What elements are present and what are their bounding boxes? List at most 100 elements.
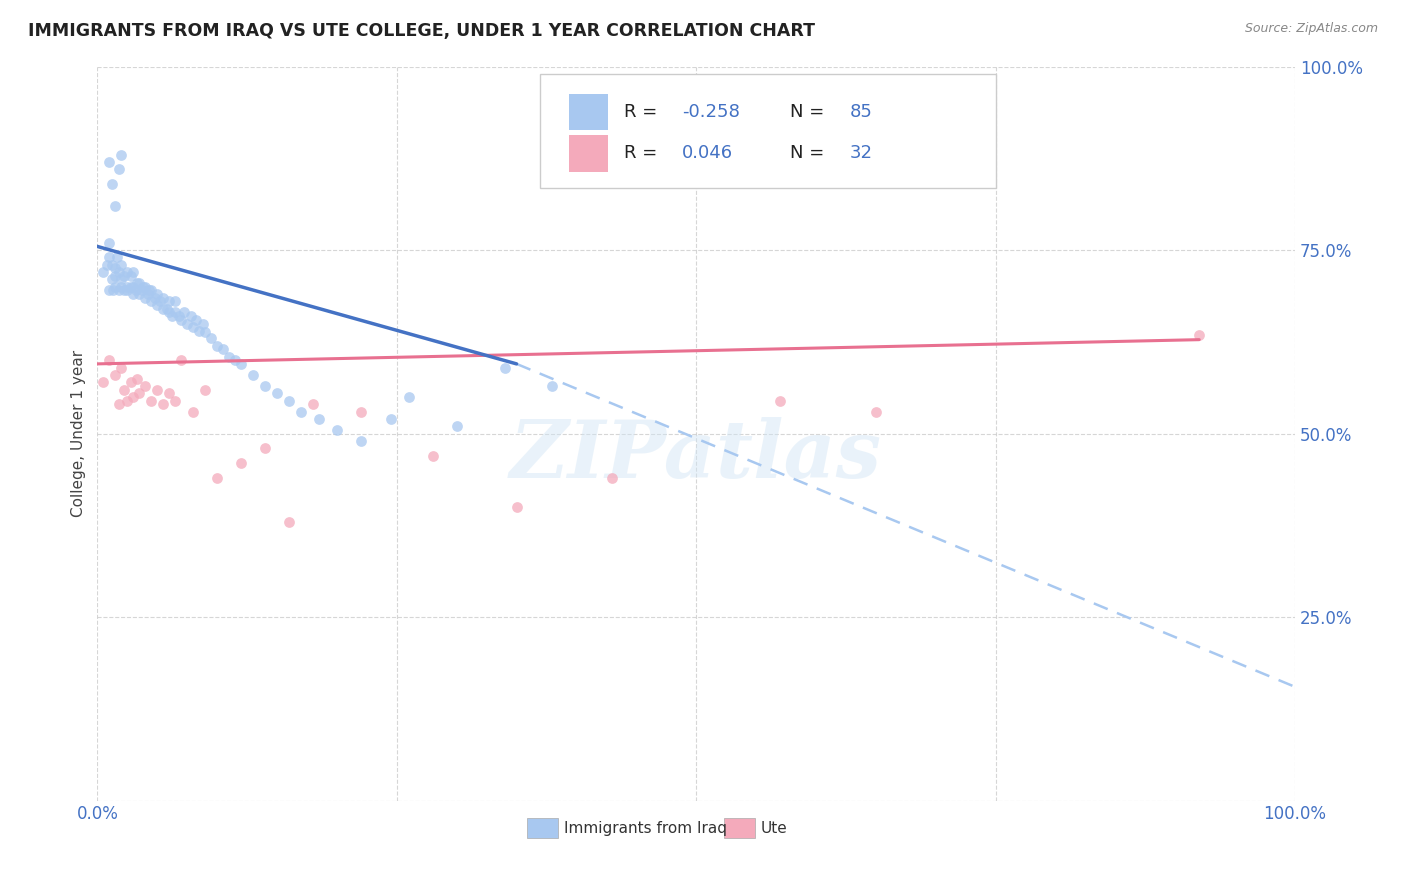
Point: [110, 147, 132, 161]
Point: [380, 412, 402, 426]
Point: [104, 280, 127, 294]
Point: [120, 376, 142, 390]
Point: [132, 280, 155, 294]
Point: [104, 368, 127, 382]
Text: 85: 85: [849, 103, 872, 121]
Point: [98, 235, 121, 250]
Point: [302, 397, 325, 411]
Point: [152, 291, 174, 305]
Point: [152, 397, 174, 411]
Point: [100, 272, 122, 286]
Point: [176, 317, 198, 331]
Point: [290, 404, 312, 418]
Point: [157, 386, 180, 401]
Point: [124, 284, 146, 298]
Point: [308, 412, 330, 426]
Point: [541, 379, 564, 393]
Point: [117, 284, 139, 298]
Point: [117, 280, 139, 294]
Point: [117, 265, 139, 279]
Point: [422, 449, 444, 463]
Point: [141, 294, 163, 309]
Point: [167, 309, 190, 323]
Point: [138, 284, 160, 298]
Point: [120, 280, 142, 294]
Text: N =: N =: [790, 103, 824, 121]
Point: [122, 390, 145, 404]
Point: [446, 419, 468, 434]
Point: [125, 371, 148, 385]
Point: [98, 251, 121, 265]
Text: Ute: Ute: [761, 821, 787, 836]
Point: [350, 404, 373, 418]
Point: [100, 258, 122, 272]
Point: [136, 287, 159, 301]
Text: -0.258: -0.258: [682, 103, 740, 121]
Point: [96, 258, 118, 272]
Point: [188, 324, 211, 338]
Point: [229, 456, 252, 470]
Text: 32: 32: [849, 145, 873, 162]
Point: [1188, 327, 1211, 342]
Point: [181, 320, 204, 334]
Point: [146, 298, 169, 312]
Point: [112, 268, 135, 283]
Point: [120, 268, 142, 283]
Point: [122, 287, 145, 301]
Point: [191, 317, 214, 331]
Point: [104, 261, 127, 276]
Point: [205, 470, 228, 484]
Point: [110, 360, 132, 375]
Point: [104, 268, 127, 283]
Point: [180, 309, 202, 323]
Text: R =: R =: [624, 145, 658, 162]
Text: Source: ZipAtlas.com: Source: ZipAtlas.com: [1244, 22, 1378, 36]
Point: [200, 331, 222, 345]
Point: [131, 284, 153, 298]
Point: [160, 309, 183, 323]
Point: [350, 434, 373, 448]
Text: ZIPatlas: ZIPatlas: [510, 417, 882, 494]
Point: [141, 393, 163, 408]
Point: [104, 199, 127, 213]
Point: [146, 383, 169, 397]
Point: [165, 305, 187, 319]
Point: [170, 313, 193, 327]
Point: [91, 265, 114, 279]
Point: [165, 393, 187, 408]
Point: [326, 423, 349, 437]
Point: [108, 265, 131, 279]
Point: [108, 162, 131, 177]
Point: [91, 376, 114, 390]
Point: [224, 353, 246, 368]
Point: [134, 280, 156, 294]
Point: [173, 305, 195, 319]
Point: [98, 155, 121, 169]
Point: [149, 294, 172, 309]
Point: [157, 305, 180, 319]
Point: [266, 386, 288, 401]
Point: [398, 390, 420, 404]
Point: [128, 386, 150, 401]
Point: [112, 383, 135, 397]
Point: [278, 515, 301, 529]
Point: [494, 360, 516, 375]
FancyBboxPatch shape: [569, 94, 607, 130]
Point: [128, 276, 150, 290]
Point: [769, 393, 792, 408]
Point: [98, 353, 121, 368]
Point: [108, 397, 131, 411]
FancyBboxPatch shape: [569, 135, 607, 171]
Point: [184, 313, 207, 327]
Point: [278, 393, 301, 408]
Text: N =: N =: [790, 145, 824, 162]
Point: [253, 379, 276, 393]
Text: IMMIGRANTS FROM IRAQ VS UTE COLLEGE, UNDER 1 YEAR CORRELATION CHART: IMMIGRANTS FROM IRAQ VS UTE COLLEGE, UND…: [28, 22, 815, 40]
Point: [157, 294, 180, 309]
Point: [242, 368, 264, 382]
Point: [143, 291, 166, 305]
Point: [165, 294, 187, 309]
Y-axis label: College, Under 1 year: College, Under 1 year: [72, 350, 86, 517]
Point: [229, 357, 252, 371]
Point: [110, 280, 132, 294]
